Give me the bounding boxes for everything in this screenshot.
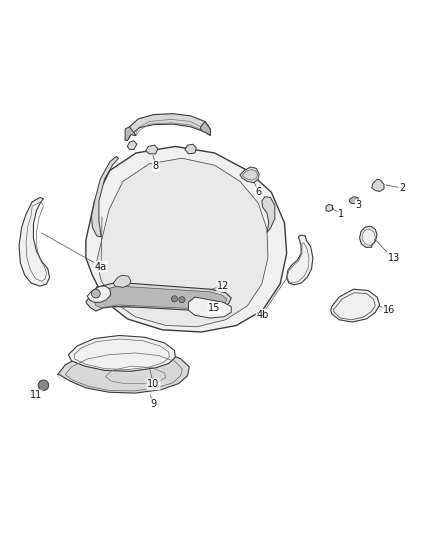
Polygon shape bbox=[86, 147, 287, 332]
Text: 12: 12 bbox=[217, 281, 230, 291]
Text: 15: 15 bbox=[208, 303, 221, 313]
Polygon shape bbox=[113, 275, 131, 287]
Polygon shape bbox=[125, 114, 210, 141]
Polygon shape bbox=[372, 179, 384, 191]
Polygon shape bbox=[349, 197, 359, 204]
Text: 4b: 4b bbox=[257, 310, 269, 319]
Polygon shape bbox=[188, 297, 231, 318]
Polygon shape bbox=[201, 122, 210, 135]
Circle shape bbox=[171, 296, 177, 302]
Text: 9: 9 bbox=[150, 399, 156, 409]
Text: 11: 11 bbox=[29, 390, 42, 400]
Polygon shape bbox=[146, 145, 158, 154]
Polygon shape bbox=[19, 198, 49, 286]
Polygon shape bbox=[326, 205, 332, 212]
Polygon shape bbox=[95, 286, 227, 309]
Polygon shape bbox=[240, 167, 259, 183]
Circle shape bbox=[179, 297, 185, 303]
Polygon shape bbox=[97, 158, 268, 327]
Polygon shape bbox=[87, 286, 111, 302]
Text: 4a: 4a bbox=[95, 262, 107, 271]
Text: 8: 8 bbox=[152, 161, 159, 171]
Polygon shape bbox=[127, 141, 137, 149]
Polygon shape bbox=[185, 144, 196, 154]
Circle shape bbox=[38, 380, 49, 391]
Polygon shape bbox=[287, 235, 313, 285]
Polygon shape bbox=[57, 349, 189, 393]
Text: 10: 10 bbox=[147, 379, 159, 390]
Polygon shape bbox=[262, 197, 275, 232]
Text: 1: 1 bbox=[338, 209, 344, 219]
Polygon shape bbox=[68, 335, 175, 372]
Text: 3: 3 bbox=[356, 200, 362, 211]
Polygon shape bbox=[125, 127, 136, 141]
Text: 16: 16 bbox=[383, 305, 396, 315]
Polygon shape bbox=[331, 289, 380, 322]
Polygon shape bbox=[86, 283, 231, 311]
Polygon shape bbox=[92, 157, 119, 237]
Polygon shape bbox=[360, 227, 377, 247]
Circle shape bbox=[92, 289, 100, 298]
Text: 6: 6 bbox=[255, 187, 261, 197]
Text: 2: 2 bbox=[399, 183, 406, 193]
Text: 13: 13 bbox=[388, 253, 400, 263]
